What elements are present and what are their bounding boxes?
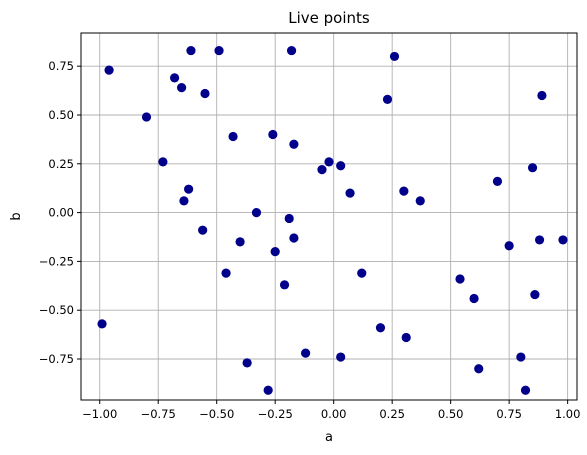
data-point	[402, 333, 411, 342]
data-point	[243, 358, 252, 367]
data-point	[221, 269, 230, 278]
data-point	[285, 214, 294, 223]
data-point	[264, 386, 273, 395]
data-point	[345, 188, 354, 197]
x-axis-label: a	[325, 430, 333, 445]
data-point	[214, 46, 223, 55]
data-point	[336, 352, 345, 361]
y-tick-label: 0.50	[48, 108, 74, 122]
data-point	[376, 323, 385, 332]
data-point	[521, 386, 530, 395]
data-point	[268, 130, 277, 139]
data-point	[357, 269, 366, 278]
data-point	[469, 294, 478, 303]
data-point	[142, 112, 151, 121]
x-tick-label: 0.50	[438, 407, 464, 421]
plot-frame	[81, 33, 577, 400]
data-point	[535, 235, 544, 244]
y-axis-label: b	[9, 212, 24, 220]
y-tick-label: −0.50	[39, 303, 74, 317]
data-point	[252, 208, 261, 217]
data-point	[530, 290, 539, 299]
data-point	[200, 89, 209, 98]
data-point	[280, 280, 289, 289]
data-point	[104, 65, 113, 74]
data-point	[184, 185, 193, 194]
y-tick-label: −0.75	[39, 352, 74, 366]
data-point	[158, 157, 167, 166]
y-tick-label: 0.75	[48, 59, 74, 73]
x-tick-label: 0.75	[496, 407, 522, 421]
data-point	[416, 196, 425, 205]
data-point	[179, 196, 188, 205]
data-point	[516, 352, 525, 361]
data-point	[228, 132, 237, 141]
x-tick-label: −1.00	[82, 407, 117, 421]
x-tick-label: 1.00	[555, 407, 581, 421]
data-point	[383, 95, 392, 104]
data-point	[289, 140, 298, 149]
x-tick-label: 0.25	[379, 407, 405, 421]
data-point	[455, 274, 464, 283]
data-point	[198, 226, 207, 235]
data-points	[97, 46, 567, 395]
x-tick-label: −0.75	[141, 407, 176, 421]
x-tick-label: −0.25	[258, 407, 293, 421]
data-point	[289, 233, 298, 242]
y-tick-label: −0.25	[39, 254, 74, 268]
data-point	[271, 247, 280, 256]
x-tick-label: −0.50	[199, 407, 234, 421]
data-point	[336, 161, 345, 170]
data-point	[474, 364, 483, 373]
data-point	[235, 237, 244, 246]
data-point	[399, 187, 408, 196]
data-point	[177, 83, 186, 92]
data-point	[505, 241, 514, 250]
y-tick-label: 0.25	[48, 157, 74, 171]
data-point	[390, 52, 399, 61]
data-point	[97, 319, 106, 328]
data-point	[558, 235, 567, 244]
y-axis-ticks: −0.75 −0.50 −0.25 0.00 0.25 0.50 0.75	[39, 59, 81, 366]
x-tick-label: 0.00	[321, 407, 347, 421]
grid	[81, 33, 577, 400]
y-tick-label: 0.00	[48, 206, 74, 220]
x-axis-ticks: −1.00 −0.75 −0.50 −0.25 0.00 0.25 0.50 0.75 1.00	[82, 400, 580, 421]
data-point	[528, 163, 537, 172]
data-point	[186, 46, 195, 55]
data-point	[324, 157, 333, 166]
chart-title: Live points	[288, 9, 370, 27]
data-point	[537, 91, 546, 100]
data-point	[317, 165, 326, 174]
data-point	[493, 177, 502, 186]
data-point	[301, 349, 310, 358]
data-point	[287, 46, 296, 55]
data-point	[170, 73, 179, 82]
